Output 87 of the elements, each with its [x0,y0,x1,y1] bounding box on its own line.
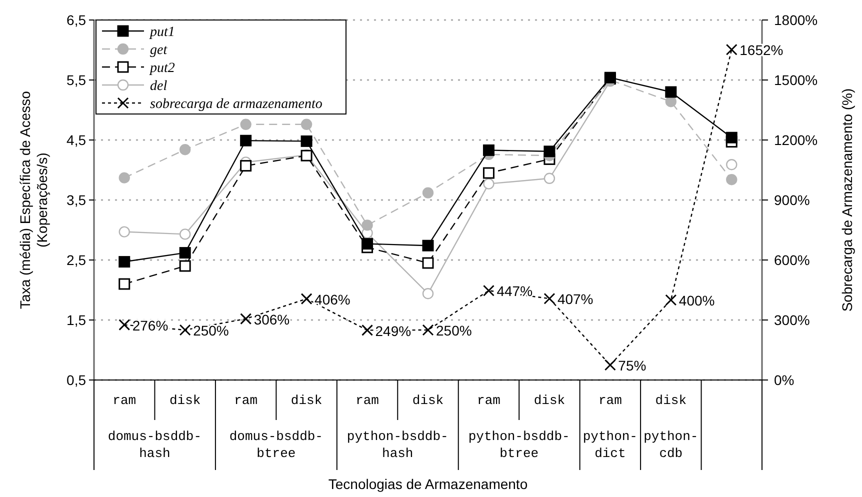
point [240,160,252,172]
x-tick-label: disk [534,393,566,408]
data-label: 407% [557,291,594,308]
data-label: 75% [618,358,646,374]
x-axis-title: Tecnologias de Armazenamento [328,476,528,492]
y2-tick-label: 1500% [774,72,818,88]
point [665,86,677,98]
x-tick-label: disk [290,393,322,408]
point [665,294,677,306]
x-tick-label: ram [356,393,380,408]
point [726,44,738,56]
x-tick-label: disk [655,393,687,408]
y-tick-label: 4,5 [66,132,86,148]
x-tick-label: ram [234,393,258,408]
point [362,324,374,336]
point [422,240,434,252]
x-tick-label: ram [477,393,501,408]
data-label: 249% [375,322,412,339]
y2-axis-title: Sobrecarga de Armazenamento (%) [839,88,855,312]
y2-tick-label: 300% [774,312,810,328]
point [422,324,434,336]
legend-label: get [150,42,168,58]
point [544,172,556,184]
text: python-cdb [644,429,698,461]
point [544,146,556,158]
point [604,359,616,371]
point [422,288,434,300]
y2-tick-label: 1800% [774,12,818,28]
text: python-bsddb-btree [468,429,570,461]
point [240,118,252,130]
point [482,144,494,156]
point [179,144,191,156]
point [118,319,130,331]
point [118,256,130,268]
text: domus-bsddb-btree [229,429,323,461]
data-label: 250% [193,322,229,339]
y2-tick-label: 0% [774,372,794,388]
point [422,187,434,198]
point [726,132,738,144]
y-tick-label: 5,5 [66,72,86,88]
data-label: 447% [496,283,533,300]
y-tick-label: 3,5 [66,192,86,208]
point [118,278,130,290]
point [240,313,252,325]
legend-label: put2 [149,60,175,76]
point [300,118,312,130]
y2-tick-label: 1200% [774,132,818,148]
text: domus-bsddb-hash [108,429,202,461]
point [362,220,373,231]
point [482,167,494,179]
data-label: 406% [314,291,350,308]
point [422,257,434,269]
point [179,324,191,336]
y2-tick-label: 600% [774,252,810,268]
data-label: 306% [254,311,290,328]
y-tick-label: 2,5 [66,252,86,268]
data-label: 276% [132,317,168,334]
y-tick-label: 0,5 [66,372,86,388]
point [544,292,556,304]
point [118,172,130,184]
data-label: 400% [678,292,715,309]
point [179,228,191,240]
point [240,134,252,146]
point [300,293,312,305]
y-axis-title: Taxa (média) Específica de Acesso (Koperações/s) [17,90,50,309]
data-label: 250% [436,322,472,339]
point [483,178,494,190]
x-tick-label: disk [412,393,444,408]
text: python-dict [582,429,638,461]
point [362,238,374,250]
legend-label: del [150,78,168,94]
point [482,284,494,296]
text: python-bsddb-hash [346,429,448,461]
x-tick-label: disk [169,393,201,408]
point [118,226,130,238]
legend-label: sobrecarga de armazenamento [150,96,322,112]
x-tick-label: ram [598,393,622,408]
point [726,159,738,170]
point [179,260,191,272]
y2-tick-label: 900% [774,192,810,208]
point [179,247,191,259]
y-tick-label: 6,5 [66,12,86,28]
x-tick-label: ram [112,393,136,408]
point [300,135,312,147]
y-tick-label: 1,5 [66,312,86,328]
legend-label: put1 [149,24,175,40]
point [726,174,738,186]
